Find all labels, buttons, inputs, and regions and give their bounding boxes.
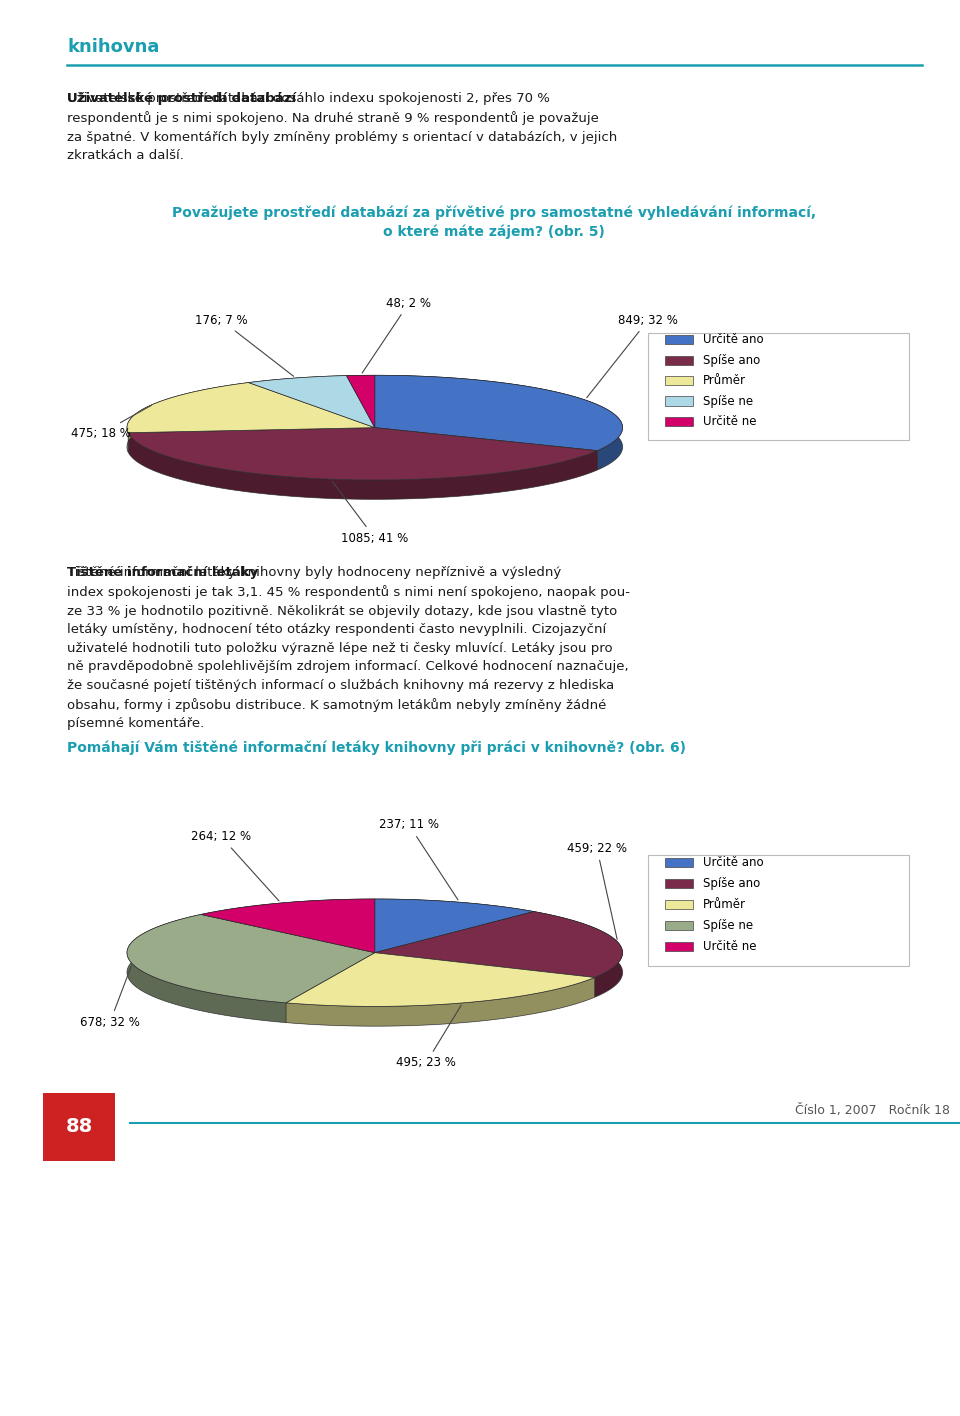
Polygon shape (374, 912, 622, 977)
Polygon shape (374, 899, 534, 953)
Polygon shape (249, 375, 347, 402)
Polygon shape (374, 375, 622, 450)
Text: Spíše ne: Spíše ne (703, 395, 753, 408)
Polygon shape (129, 433, 597, 500)
FancyBboxPatch shape (648, 333, 909, 440)
Bar (665, 858, 692, 868)
Bar (665, 879, 692, 888)
Text: Průměr: Průměr (703, 898, 746, 910)
Polygon shape (347, 375, 374, 428)
Text: Uživatelské prostředí databází dosáhlo indexu spokojenosti 2, přes 70 %
responde: Uživatelské prostředí databází dosáhlo i… (67, 92, 617, 161)
Bar (43, 1093, 115, 1161)
Polygon shape (374, 375, 622, 470)
Text: 1085; 41 %: 1085; 41 % (332, 481, 408, 545)
Text: 475; 18 %: 475; 18 % (71, 405, 152, 440)
Text: Určitě ne: Určitě ne (703, 415, 756, 428)
Polygon shape (127, 915, 286, 1022)
Polygon shape (201, 899, 374, 935)
Polygon shape (249, 375, 374, 428)
Polygon shape (286, 953, 594, 1007)
Text: 495; 23 %: 495; 23 % (396, 1005, 461, 1069)
Polygon shape (201, 899, 374, 953)
Polygon shape (534, 912, 622, 997)
Polygon shape (127, 919, 622, 1027)
Polygon shape (127, 915, 374, 1003)
Polygon shape (286, 977, 594, 1027)
Polygon shape (347, 375, 374, 395)
Polygon shape (129, 428, 597, 480)
Text: Číslo 1, 2007   Ročník 18: Číslo 1, 2007 Ročník 18 (796, 1104, 950, 1117)
Text: 459; 22 %: 459; 22 % (567, 841, 627, 939)
Text: 849; 32 %: 849; 32 % (587, 313, 678, 398)
Polygon shape (127, 395, 622, 500)
Text: Uživatelské prostředí databází: Uživatelské prostředí databází (67, 92, 297, 105)
Text: Pomáhají Vám tištěné informační letáky knihovny při práci v knihovně? (obr. 6): Pomáhají Vám tištěné informační letáky k… (67, 741, 686, 755)
Text: Spíše ano: Spíše ano (703, 877, 760, 891)
Text: Spíše ne: Spíše ne (703, 919, 753, 932)
Text: 678; 32 %: 678; 32 % (80, 966, 140, 1029)
Bar (665, 942, 692, 952)
Bar (665, 396, 692, 405)
FancyBboxPatch shape (648, 855, 909, 966)
Text: 264; 12 %: 264; 12 % (191, 830, 279, 901)
Bar (665, 336, 692, 344)
Bar (665, 899, 692, 909)
Bar (665, 355, 692, 365)
Polygon shape (127, 382, 374, 433)
Text: Určitě ano: Určitě ano (703, 333, 763, 347)
Text: 237; 11 %: 237; 11 % (379, 818, 458, 901)
Text: Určitě ano: Určitě ano (703, 857, 763, 869)
Text: 48; 2 %: 48; 2 % (362, 296, 431, 372)
Text: knihovna: knihovna (67, 38, 159, 55)
Text: 88: 88 (65, 1117, 93, 1136)
Text: Tištěné informační letáky: Tištěné informační letáky (67, 566, 258, 579)
Bar (665, 377, 692, 385)
Text: Průměr: Průměr (703, 374, 746, 387)
Text: 176; 7 %: 176; 7 % (195, 313, 294, 377)
Text: Spíše ano: Spíše ano (703, 354, 760, 367)
Polygon shape (127, 382, 249, 452)
Polygon shape (374, 899, 534, 932)
Text: Považujete prostředí databází za přívětivé pro samostatné vyhledávání informací,: Považujete prostředí databází za přívěti… (173, 205, 816, 239)
Text: Určitě ne: Určitě ne (703, 940, 756, 953)
Text: Tištěné informační letáky knihovny byly hodnoceny nepříznivě a výsledný
index sp: Tištěné informační letáky knihovny byly … (67, 566, 630, 731)
Bar (665, 416, 692, 426)
Bar (665, 920, 692, 930)
